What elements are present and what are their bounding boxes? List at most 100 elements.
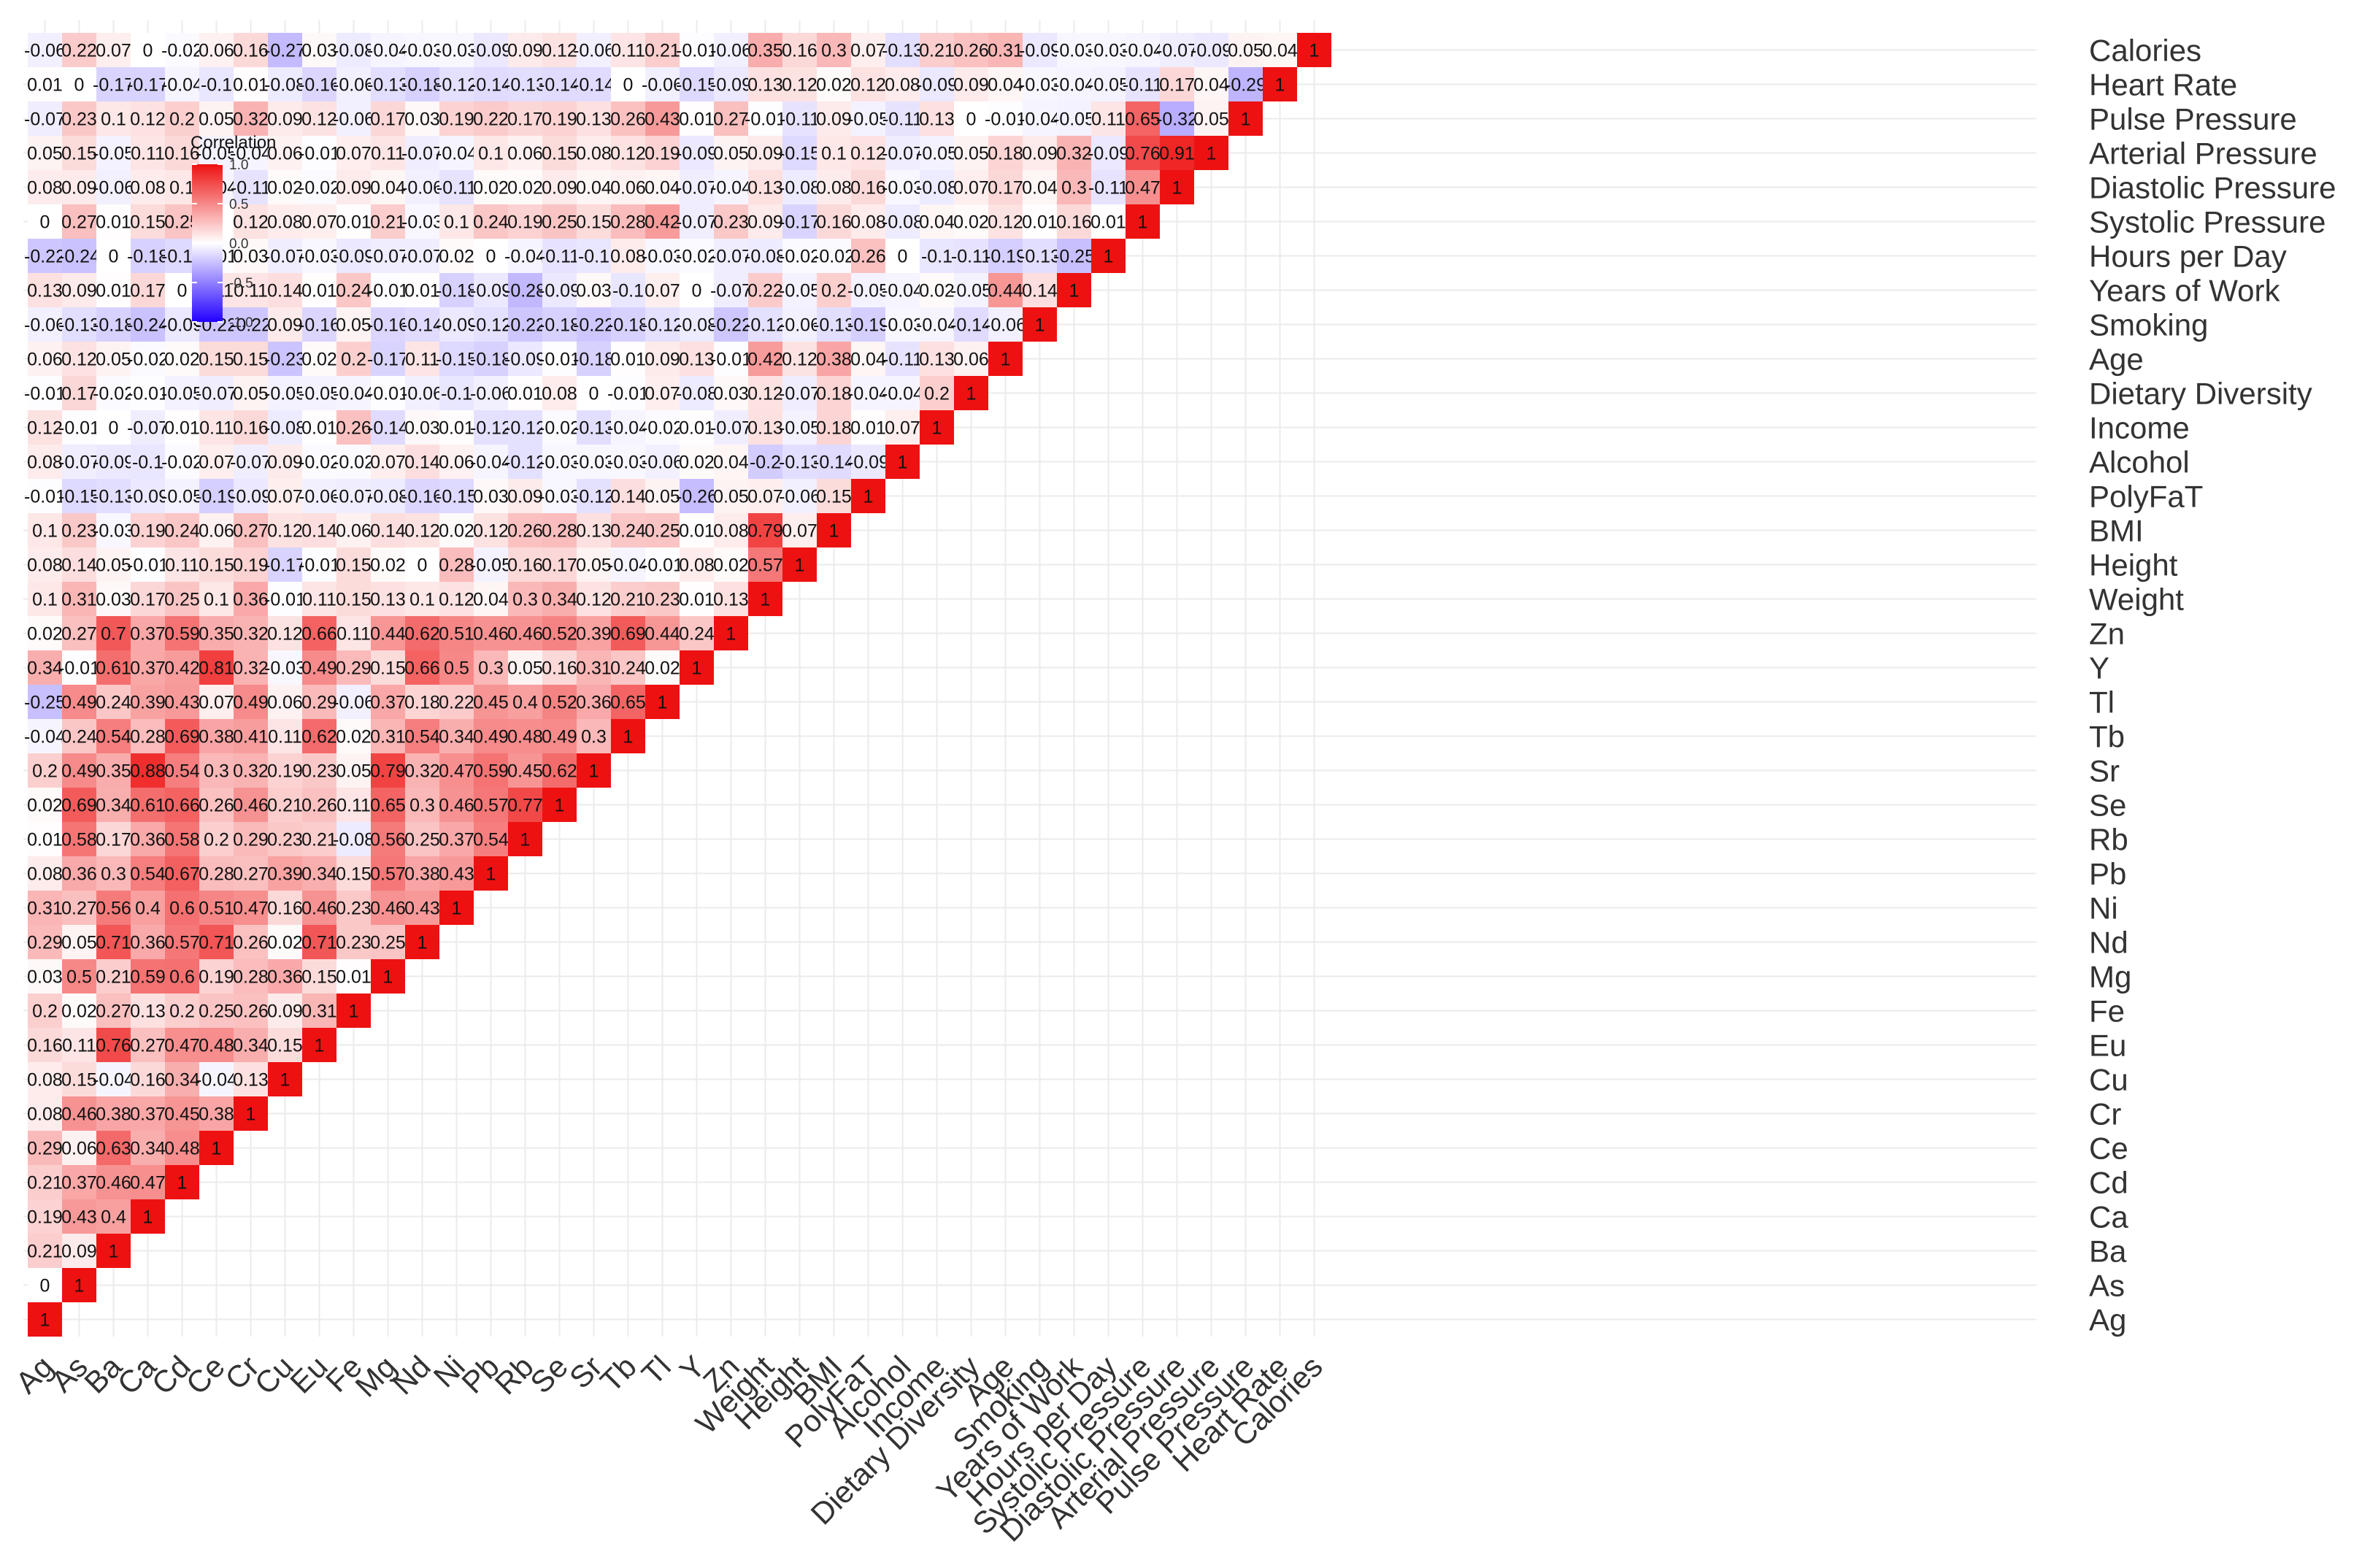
cell-label: 0.3: [512, 590, 538, 610]
cell-label: 0.01: [507, 384, 543, 404]
cell-rect: [302, 376, 336, 410]
cell-rect: [199, 856, 234, 891]
heatmap-cell: 0.12: [439, 582, 474, 616]
cell-label: 0.03: [404, 418, 440, 439]
cell-label: 0.17: [130, 590, 166, 610]
cell-label: 0.22: [473, 109, 509, 130]
x-axis-labels: AgAsBaCaCdCeCrCuEuFeMgNdNiPbRbSeSrTbTlYZ…: [9, 1348, 1329, 1548]
cell-rect: [268, 513, 302, 547]
cell-label: 0.02: [267, 933, 303, 953]
heatmap-cell: 0.13: [130, 994, 166, 1028]
cell-rect: [199, 719, 234, 753]
cell-rect: [474, 616, 508, 650]
y-axis-label: Se: [2089, 788, 2126, 823]
cell-label: -0.09: [710, 75, 752, 96]
cell-label: 0.07: [301, 212, 337, 233]
cell-rect: [988, 342, 1023, 376]
cell-rect: [954, 204, 988, 239]
heatmap-cell: 0.02: [164, 342, 200, 376]
cell-label: 0.12: [233, 212, 269, 233]
heatmap-cell: -0.24: [127, 307, 169, 342]
cell-rect: [577, 547, 611, 582]
cell-rect: [508, 582, 542, 616]
cell-rect: [199, 479, 234, 513]
cell-label: 0.12: [782, 350, 818, 370]
heatmap-cell: 0.01: [679, 513, 715, 547]
heatmap-cell: -0.07: [230, 445, 272, 479]
cell-label: 0.47: [233, 899, 269, 919]
cell-rect: [714, 513, 748, 547]
cell-label: -0.24: [58, 247, 100, 267]
cell-label: 0.27: [130, 1036, 166, 1056]
heatmap-cell: 0.07: [370, 445, 406, 479]
cell-label: 0.49: [542, 727, 577, 748]
heatmap-cell: 0.11: [336, 616, 371, 650]
cell-rect: [234, 925, 268, 959]
cell-rect: [131, 479, 165, 513]
heatmap-cell: 0.22: [473, 101, 509, 136]
cell-label: 0.07: [267, 487, 303, 507]
cell-label: 0.09: [507, 41, 543, 61]
cell-label: 0.19: [439, 109, 474, 130]
heatmap-cell: -0.09: [93, 445, 134, 479]
cell-rect: [234, 719, 268, 753]
cell-label: -0.05: [779, 281, 820, 301]
cell-rect: [782, 445, 817, 479]
heatmap-cell: 0.16: [507, 547, 543, 582]
cell-rect: [542, 307, 577, 342]
heatmap-cell: 0.31: [370, 719, 406, 753]
heatmap-cell: -0.04: [93, 1062, 134, 1096]
heatmap-cell: 1: [302, 1028, 336, 1062]
cell-label: 0.01: [679, 109, 715, 130]
heatmap-cell: 0.12: [988, 204, 1023, 239]
cell-rect: [336, 822, 371, 856]
cell-rect: [508, 239, 542, 273]
heatmap-cell: -0.09: [1088, 136, 1129, 170]
cell-label: -0.02: [779, 247, 820, 267]
cell-label: 0.43: [645, 109, 680, 130]
cell-label: 0.3: [409, 796, 435, 816]
heatmap-cell: 0.52: [542, 616, 577, 650]
cell-label: 0.16: [816, 212, 852, 233]
cell-label: -0.22: [573, 315, 615, 336]
cell-label: 0.54: [473, 830, 509, 850]
cell-rect: [199, 925, 234, 959]
heatmap-cell: 0.54: [164, 753, 200, 788]
cell-rect: [96, 959, 131, 994]
cell-rect: [131, 1062, 165, 1096]
heatmap-cell: 0.01: [96, 273, 131, 307]
heatmap-cell: 0.47: [130, 1165, 166, 1199]
cell-rect: [851, 101, 885, 136]
cell-label: -0.07: [24, 109, 66, 130]
cell-label: -0.02: [161, 41, 203, 61]
cell-label: -0.05: [196, 144, 237, 164]
cell-label: -0.09: [676, 144, 718, 164]
cell-label: 0.17: [61, 384, 97, 404]
cell-rect: [302, 513, 336, 547]
heatmap-cell: 0.12: [27, 410, 63, 445]
cell-rect: [920, 170, 954, 204]
heatmap-cell: -0.12: [642, 307, 683, 342]
heatmap-cell: 0.11: [336, 788, 371, 822]
cell-rect: [817, 204, 851, 239]
heatmap-cell: 0.32: [404, 753, 440, 788]
cell-label: -0.04: [1019, 109, 1061, 130]
cell-label: 0.05: [27, 144, 63, 164]
cell-rect: [96, 685, 131, 719]
heatmap-cell: -0.02: [93, 376, 134, 410]
cell-rect: [611, 170, 645, 204]
cell-label: 0.02: [645, 658, 680, 679]
heatmap-cell: -0.07: [882, 136, 923, 170]
heatmap-cell: 0.19: [267, 753, 303, 788]
heatmap-cell: -0.08: [367, 479, 409, 513]
heatmap-cell: -0.26: [676, 479, 718, 513]
cell-label: 0.09: [61, 281, 97, 301]
cell-rect: [680, 307, 714, 342]
cell-rect: [782, 170, 817, 204]
cell-label: -0.1: [132, 453, 164, 473]
cell-rect: [199, 994, 234, 1028]
cell-label: -0.06: [333, 693, 374, 713]
cell-rect: [611, 101, 645, 136]
cell-label: 0.46: [507, 624, 543, 645]
cell-label: 0.25: [404, 830, 440, 850]
